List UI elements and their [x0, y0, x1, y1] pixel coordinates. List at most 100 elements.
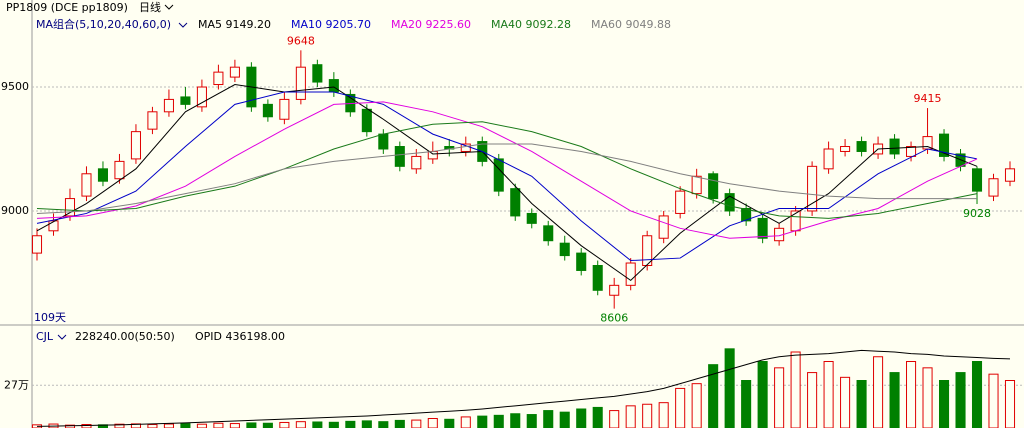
volume-bar: [262, 422, 273, 428]
volume-bar: [559, 411, 570, 428]
volume-bar: [114, 423, 125, 428]
legend-entry: MA60 9049.88: [591, 18, 671, 31]
opid-line: [36, 349, 1011, 427]
candle-body: [328, 79, 339, 93]
candle-body: [906, 146, 917, 157]
volume-bar: [196, 423, 207, 428]
volume-bar: [361, 420, 372, 428]
legend-entry: MA10 9205.70: [291, 18, 371, 31]
volume-title: CJL: [36, 330, 54, 343]
candle-body: [807, 165, 818, 212]
candle-body: [64, 198, 76, 217]
ma-line: [36, 91, 978, 262]
volume-bar: [856, 380, 867, 428]
candle-body: [279, 98, 290, 120]
volume-bar: [460, 416, 471, 428]
volume-bar: [642, 403, 653, 428]
candle-body: [427, 150, 438, 160]
candle-body: [971, 168, 983, 192]
volume-bar: [526, 414, 537, 428]
volume-bar: [229, 423, 240, 428]
extreme-label: 9415: [914, 92, 942, 105]
candle-body: [741, 207, 752, 222]
candle-body: [213, 71, 224, 86]
volume-bar: [510, 413, 521, 428]
chevron: [164, 4, 174, 10]
volume-bar: [823, 361, 834, 428]
volume-bar: [873, 356, 884, 428]
volume-bar: [757, 361, 768, 428]
legend-entry: MA5 9149.20: [198, 18, 271, 31]
candle-body: [114, 160, 125, 180]
volume-bar: [213, 422, 224, 428]
candle-body: [675, 190, 686, 214]
candle-body: [229, 66, 240, 78]
ma-line: [36, 121, 978, 219]
volume-bar: [675, 387, 686, 428]
candle-body: [642, 235, 653, 267]
volume-bar: [279, 421, 290, 428]
candle-body: [295, 66, 306, 100]
volume-bar: [328, 421, 339, 428]
candle-body: [691, 175, 702, 195]
volume-tick-label: 27万: [4, 378, 29, 391]
candle-body: [361, 108, 372, 133]
volume-bar: [295, 421, 306, 428]
volume-bar: [1004, 380, 1016, 428]
extreme-label: 9028: [963, 207, 991, 220]
period: 日线: [139, 0, 161, 14]
candle-body: [938, 133, 950, 157]
candle-body: [493, 158, 504, 192]
ma-line: [36, 101, 978, 239]
candle-body: [97, 168, 109, 182]
candle-body: [559, 242, 570, 257]
volume-bar: [840, 376, 851, 428]
volume-bar: [609, 410, 620, 428]
volume-bar: [906, 361, 917, 428]
volume-bar: [444, 418, 455, 428]
y-tick-label: 9000: [1, 204, 29, 217]
volume-value: 228240.00(50:50): [75, 330, 175, 343]
candle-body: [510, 188, 521, 217]
volume-bar: [493, 414, 504, 428]
volume-bar: [938, 380, 950, 428]
candle-body: [1004, 168, 1016, 182]
candle-body: [460, 143, 471, 152]
chart-title: PP1809 (DCE pp1809): [6, 1, 128, 14]
volume-bar: [922, 367, 933, 428]
legend-entry: MA40 9092.28: [491, 18, 571, 31]
candle-body: [658, 215, 669, 239]
candle-body: [180, 96, 191, 105]
volume-bar: [543, 410, 554, 428]
opid-label: OPID 436198.00: [195, 330, 285, 343]
candle-body: [840, 146, 851, 152]
volume-bar: [625, 405, 636, 428]
candle-body: [724, 193, 735, 212]
candle-body: [988, 178, 999, 197]
volume-bar: [477, 415, 488, 428]
volume-bar: [807, 372, 818, 428]
ma-line: [36, 143, 978, 214]
volume-bar: [724, 348, 735, 428]
legend-entry: MA20 9225.60: [391, 18, 471, 31]
candle-body: [856, 141, 867, 152]
volume-bar: [889, 372, 900, 428]
volume-bar: [246, 422, 257, 428]
volume-bar: [576, 408, 587, 428]
candle-body: [394, 146, 405, 167]
extreme-label: 9648: [287, 34, 315, 47]
candle-body: [823, 148, 834, 170]
candle-body: [163, 98, 174, 113]
candle-body: [196, 86, 207, 108]
candle-body: [312, 64, 323, 83]
candle-body: [576, 252, 587, 271]
candle-body: [526, 212, 537, 224]
candle-body: [130, 131, 141, 160]
chevron: [57, 334, 67, 340]
volume-bar: [741, 380, 752, 428]
candle-body: [708, 173, 719, 200]
volume-bar: [774, 367, 785, 428]
volume-bar: [312, 421, 323, 428]
candle-body: [147, 111, 158, 130]
candle-body: [889, 138, 900, 155]
